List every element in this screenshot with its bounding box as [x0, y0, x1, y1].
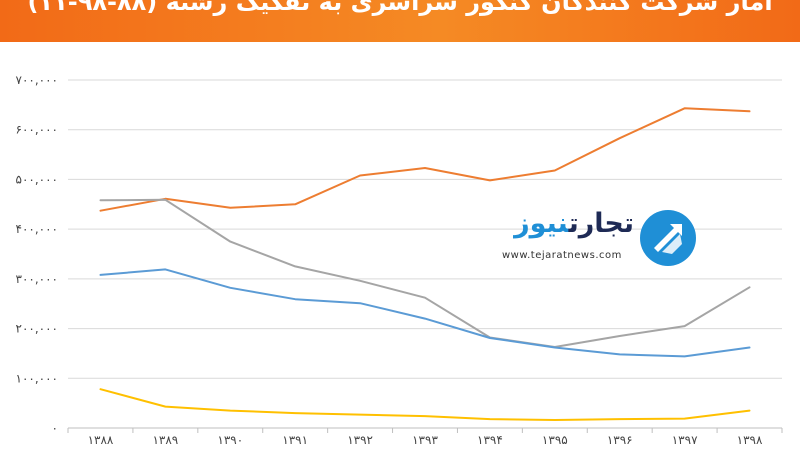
series-lines — [99, 107, 751, 421]
x-tick-label: ۱۳۹۲ — [347, 433, 373, 447]
series-line-2 — [99, 198, 751, 348]
x-tick-label: ۱۳۹۱ — [282, 433, 308, 447]
y-tick-label: ۶۰۰,۰۰۰ — [16, 123, 59, 137]
y-tick-label: ۷۰۰,۰۰۰ — [16, 73, 59, 87]
x-tick-label: ۱۳۹۴ — [477, 433, 503, 447]
tejarat-news-emblem-icon — [640, 210, 696, 266]
title-bar: آمار شرکت کنندگان کنکور سراسری به تفکیک … — [0, 0, 800, 42]
logo-url: www.tejaratnews.com — [502, 250, 622, 261]
series-line-1 — [99, 107, 751, 212]
series-line-4 — [99, 388, 751, 421]
y-tick-label: ۵۰۰,۰۰۰ — [16, 172, 59, 186]
series-line-3 — [99, 268, 751, 358]
logo-wordmark: تجارتنیوز — [514, 208, 634, 239]
x-tick-label: ۱۳۹۰ — [217, 433, 243, 447]
y-tick-label: ۲۰۰,۰۰۰ — [16, 322, 59, 336]
logo-name-part2: نیوز — [514, 208, 569, 239]
x-tick-label: ۱۳۹۶ — [607, 433, 633, 447]
x-tick-label: ۱۳۹۸ — [737, 433, 763, 447]
y-tick-label: ۰ — [52, 421, 58, 435]
tejarat-news-logo: تجارتنیوز www.tejaratnews.com — [502, 208, 698, 272]
axes — [67, 427, 783, 433]
x-tick-label: ۱۳۸۹ — [152, 433, 178, 447]
y-tick-labels: ۰ ۱۰۰,۰۰۰ ۲۰۰,۰۰۰ ۳۰۰,۰۰۰ ۴۰۰,۰۰۰ ۵۰۰,۰۰۰ ۶۰۰,… — [16, 73, 59, 435]
y-tick-label: ۴۰۰,۰۰۰ — [16, 222, 59, 236]
x-tick-label: ۱۳۹۳ — [412, 433, 438, 447]
y-tick-label: ۳۰۰,۰۰۰ — [16, 272, 59, 286]
x-tick-labels: ۱۳۸۸ ۱۳۸۹ ۱۳۹۰ ۱۳۹۱ ۱۳۹۲ ۱۳۹۳ ۱۳۹۴ ۱۳۹۵ ۱۳۹۶ ۱۳۹۷… — [88, 433, 763, 447]
chart-title: آمار شرکت کنندگان کنکور سراسری به تفکیک … — [27, 0, 773, 16]
line-chart: ۰ ۱۰۰,۰۰۰ ۲۰۰,۰۰۰ ۳۰۰,۰۰۰ ۴۰۰,۰۰۰ ۵۰۰,۰۰۰ ۶۰۰,… — [16, 73, 783, 447]
x-tick-label: ۱۳۸۸ — [88, 433, 114, 447]
logo-name-part1: تجارت — [568, 208, 634, 239]
x-tick-label: ۱۳۹۵ — [542, 433, 568, 447]
y-tick-label: ۱۰۰,۰۰۰ — [16, 371, 59, 385]
x-tick-label: ۱۳۹۷ — [672, 433, 698, 447]
grid-lines — [68, 79, 782, 379]
